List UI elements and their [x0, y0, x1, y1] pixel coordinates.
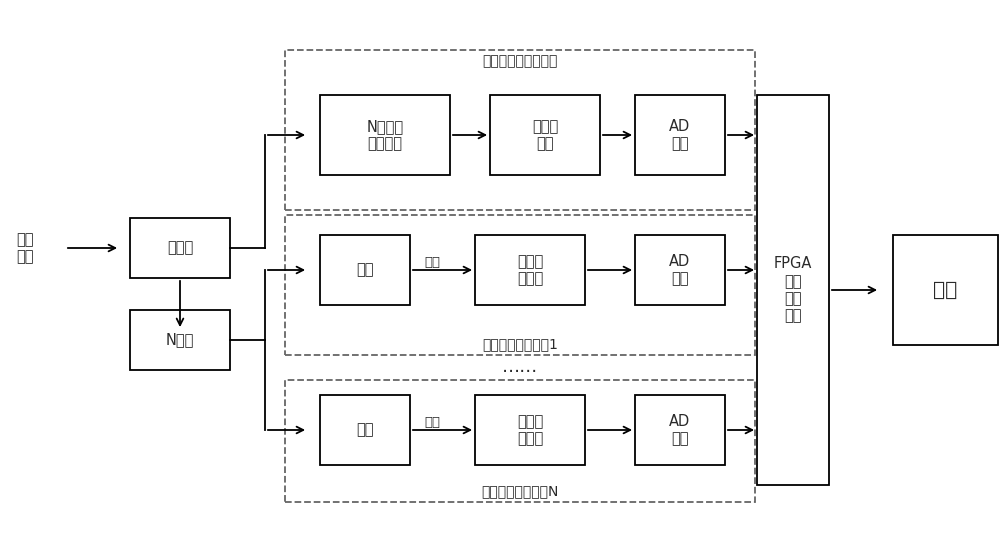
Text: N路级联
可调陷波: N路级联 可调陷波 — [366, 119, 404, 151]
Text: 变频: 变频 — [356, 423, 374, 438]
Text: 中频: 中频 — [424, 255, 440, 268]
Text: 中频: 中频 — [424, 415, 440, 428]
Bar — [635, 395, 725, 465]
Bar — [285, 380, 755, 502]
Bar — [320, 95, 450, 175]
Text: 窄带定
频陷波: 窄带定 频陷波 — [517, 254, 543, 286]
Text: 全频段直采接收支路: 全频段直采接收支路 — [482, 54, 558, 68]
Text: 信号
输入: 信号 输入 — [16, 232, 34, 264]
Bar — [285, 50, 755, 210]
Bar — [475, 235, 585, 305]
Text: AD
采集: AD 采集 — [669, 119, 691, 151]
Text: 二功分: 二功分 — [167, 241, 193, 255]
Text: AD
采集: AD 采集 — [669, 254, 691, 286]
Bar — [757, 95, 829, 485]
Text: FPGA
（数
据融
合）: FPGA （数 据融 合） — [774, 256, 812, 324]
Bar — [635, 235, 725, 305]
Bar — [130, 218, 230, 278]
Text: ……: …… — [502, 359, 538, 377]
Text: 变频: 变频 — [356, 262, 374, 278]
Text: 宽带变频接收支路1: 宽带变频接收支路1 — [482, 337, 558, 351]
Bar — [130, 310, 230, 370]
Bar — [320, 235, 410, 305]
Bar — [893, 235, 998, 345]
Text: 窄带定
频陷波: 窄带定 频陷波 — [517, 414, 543, 446]
Bar — [320, 395, 410, 465]
Bar — [490, 95, 600, 175]
Text: N功分: N功分 — [166, 333, 194, 347]
Text: 全频段
直采: 全频段 直采 — [532, 119, 558, 151]
Text: 宽带变频接收支路N: 宽带变频接收支路N — [481, 484, 559, 498]
Bar — [475, 395, 585, 465]
Bar — [285, 215, 755, 355]
Bar — [635, 95, 725, 175]
Text: AD
采集: AD 采集 — [669, 414, 691, 446]
Text: 输出: 输出 — [933, 280, 957, 300]
